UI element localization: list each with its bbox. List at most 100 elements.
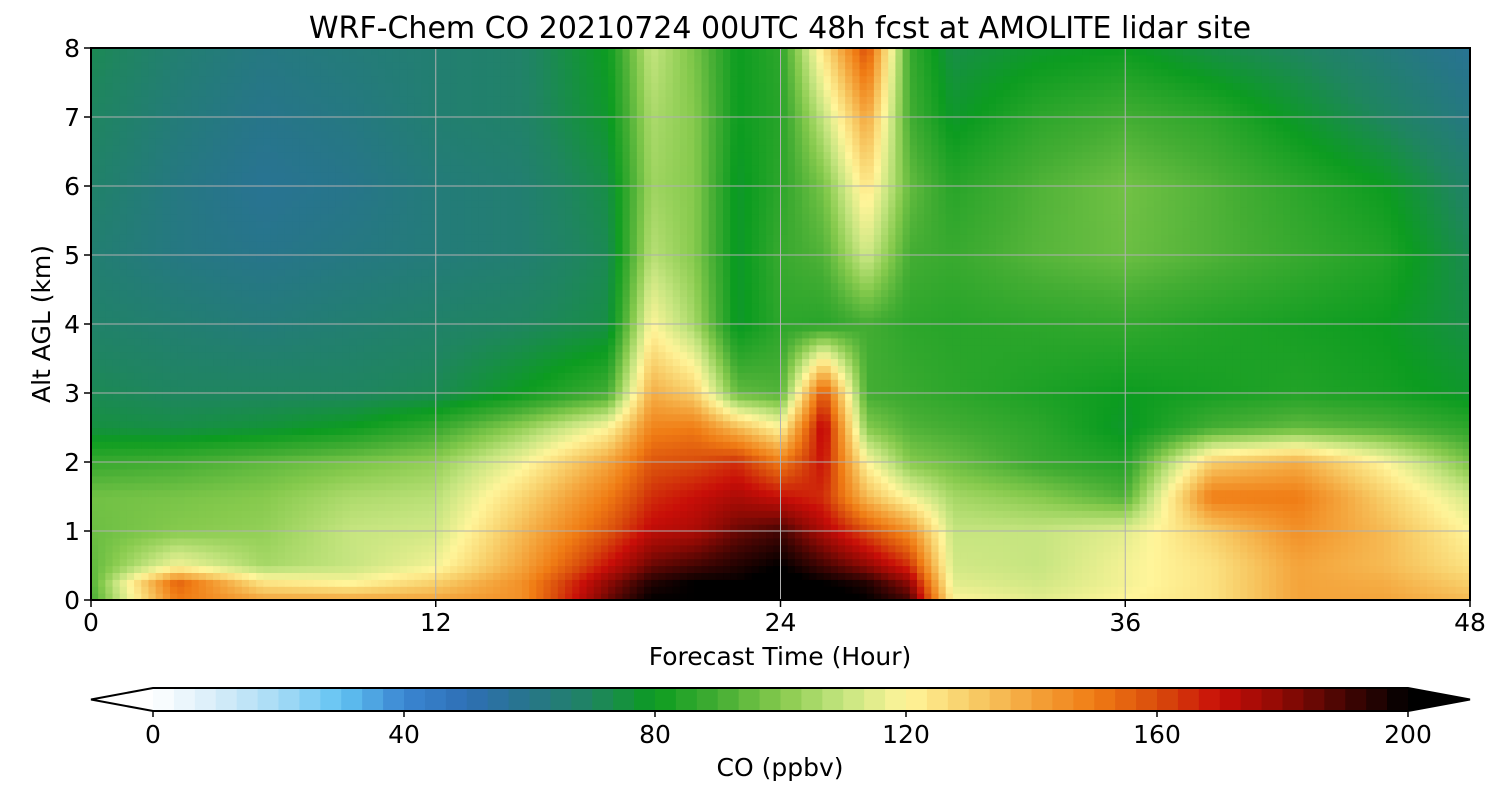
heatmap-cell — [1434, 572, 1442, 580]
heatmap-cell — [98, 427, 106, 435]
heatmap-cell — [363, 565, 372, 573]
heatmap-cell — [1383, 558, 1392, 567]
heatmap-cell — [723, 510, 731, 518]
heatmap-cell — [1232, 510, 1241, 518]
heatmap-cell — [952, 468, 961, 477]
heatmap-cell — [1398, 572, 1406, 580]
heatmap-cell — [1096, 448, 1105, 456]
heatmap-cell — [536, 510, 545, 518]
heatmap-cell — [665, 420, 674, 429]
heatmap-cell — [1268, 489, 1277, 498]
heatmap-cell — [981, 503, 990, 511]
heatmap-cell — [1110, 503, 1119, 511]
heatmap-cell — [715, 551, 724, 560]
heatmap-cell — [1103, 579, 1112, 587]
heatmap-cell — [292, 427, 300, 435]
heatmap-cell — [284, 517, 293, 525]
heatmap-cell — [873, 482, 882, 491]
heatmap-cell — [399, 572, 408, 580]
heatmap-cell — [457, 434, 466, 442]
heatmap-cell — [421, 565, 430, 573]
heatmap-cell — [162, 572, 171, 580]
heatmap-cell — [572, 455, 580, 463]
heatmap-cell — [486, 551, 494, 560]
heatmap-cell — [773, 462, 782, 470]
heatmap-cell — [1189, 434, 1198, 442]
heatmap-cell — [1175, 475, 1184, 484]
heatmap-cell — [1333, 441, 1342, 449]
heatmap-cell — [572, 489, 580, 498]
heatmap-cell — [521, 448, 530, 456]
heatmap-cell — [1376, 544, 1385, 553]
heatmap-cell — [845, 544, 853, 553]
heatmap-cell — [191, 558, 200, 567]
heatmap-cell — [1017, 558, 1026, 567]
heatmap-cell — [945, 579, 954, 587]
heatmap-cell — [1182, 468, 1191, 477]
heatmap-cell — [1060, 537, 1069, 546]
heatmap-cell — [780, 462, 789, 470]
heatmap-cell — [873, 475, 882, 484]
heatmap-cell — [1254, 455, 1263, 463]
heatmap-cell — [1189, 503, 1198, 511]
heatmap-cell — [1304, 572, 1313, 580]
heatmap-cell — [284, 462, 293, 470]
heatmap-cell — [428, 441, 437, 449]
heatmap-cell — [414, 455, 422, 463]
heatmap-cell — [766, 448, 774, 456]
heatmap-cell — [198, 503, 207, 511]
heatmap-cell — [1276, 551, 1284, 560]
heatmap-cell — [1189, 489, 1198, 498]
heatmap-cell — [234, 579, 243, 587]
heatmap-cell — [1333, 503, 1342, 511]
heatmap-cell — [521, 572, 530, 580]
heatmap-cell — [256, 524, 264, 532]
heatmap-cell — [550, 593, 559, 600]
heatmap-cell — [356, 482, 365, 491]
heatmap-cell — [1383, 565, 1392, 573]
heatmap-cell — [450, 572, 458, 580]
heatmap-cell — [514, 565, 523, 573]
heatmap-cell — [270, 441, 279, 449]
heatmap-cell — [299, 544, 308, 553]
heatmap-cell — [1146, 462, 1155, 470]
heatmap-cell — [371, 572, 379, 580]
heatmap-cell — [1074, 510, 1083, 518]
heatmap-cell — [320, 434, 329, 442]
heatmap-cell — [177, 579, 185, 587]
heatmap-cell — [837, 593, 846, 600]
heatmap-cell — [1448, 524, 1457, 532]
heatmap-cell — [1110, 524, 1119, 532]
heatmap-cell — [1182, 496, 1191, 504]
heatmap-cell — [1204, 462, 1213, 470]
heatmap-cell — [550, 420, 559, 429]
heatmap-cell — [184, 531, 193, 539]
heatmap-cell — [385, 586, 394, 594]
heatmap-cell — [126, 455, 135, 463]
heatmap-cell — [1146, 551, 1155, 560]
heatmap-cell — [837, 524, 846, 532]
heatmap-cell — [1347, 558, 1356, 567]
heatmap-cell — [249, 482, 257, 491]
heatmap-cell — [284, 489, 293, 498]
heatmap-cell — [687, 593, 695, 600]
heatmap-cell — [184, 565, 193, 573]
heatmap-cell — [794, 448, 803, 456]
heatmap-cell — [1383, 503, 1392, 511]
heatmap-cell — [1326, 462, 1335, 470]
heatmap-cell — [737, 565, 746, 573]
heatmap-cell — [687, 572, 695, 580]
heatmap-cell — [141, 531, 150, 539]
heatmap-cell — [579, 427, 588, 435]
heatmap-cell — [1046, 579, 1055, 587]
heatmap-cell — [1362, 565, 1371, 573]
heatmap-cell — [141, 551, 150, 560]
heatmap-cell — [881, 489, 889, 498]
heatmap-cell — [536, 586, 545, 594]
heatmap-cell — [550, 572, 559, 580]
heatmap-cell — [565, 427, 573, 435]
heatmap-cell — [1074, 448, 1083, 456]
heatmap-cell — [457, 475, 466, 484]
heatmap-cell — [1110, 496, 1119, 504]
heatmap-cell — [1161, 468, 1169, 477]
